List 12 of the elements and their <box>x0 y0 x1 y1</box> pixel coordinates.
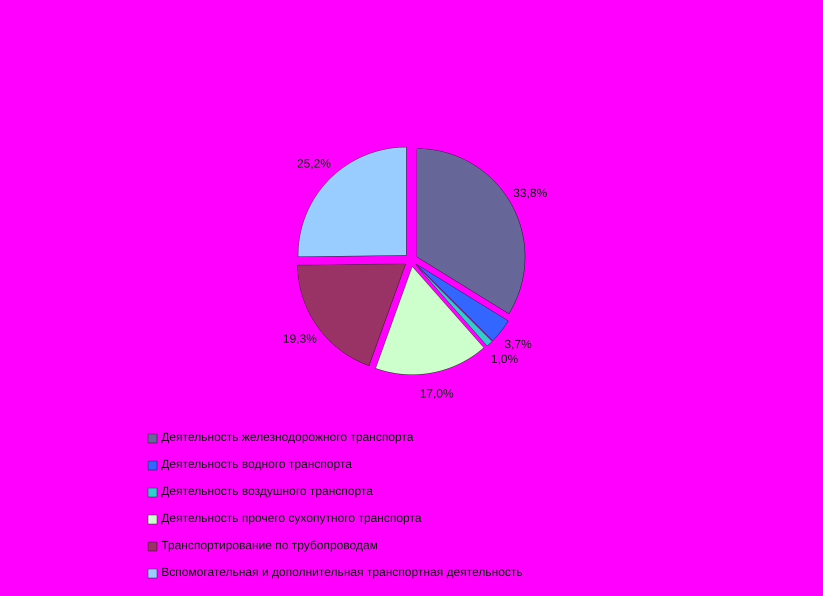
data-label: 33,8% <box>514 188 547 198</box>
legend-label: Деятельность воздушного транспорта <box>161 486 373 498</box>
legend-label: Деятельность железнодорожного транспорта <box>161 432 414 444</box>
data-label: 17,0% <box>420 389 454 400</box>
data-label: 25,2% <box>297 159 330 170</box>
legend-label: Транспортирование по трубопроводам <box>161 540 378 552</box>
data-label: 3,7% <box>504 340 532 350</box>
data-label: 1,0% <box>492 354 518 364</box>
legend-label: Деятельность прочего сухопутного транспорта <box>161 514 422 524</box>
legend-label: Деятельность водного транспорта <box>161 460 352 470</box>
data-label: 19,3% <box>284 334 316 344</box>
legend-label: Вспомогательная и дополнительная транспортная деятельность <box>162 568 522 578</box>
